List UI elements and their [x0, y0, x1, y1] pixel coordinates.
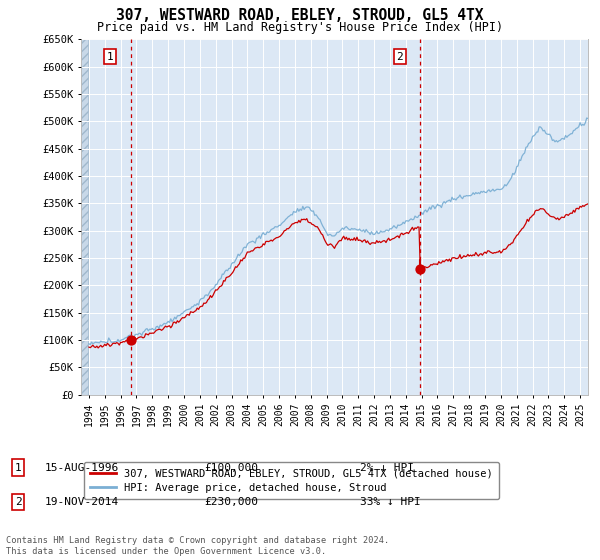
Legend: 307, WESTWARD ROAD, EBLEY, STROUD, GL5 4TX (detached house), HPI: Average price,: 307, WESTWARD ROAD, EBLEY, STROUD, GL5 4… — [83, 462, 499, 499]
Text: 15-AUG-1996: 15-AUG-1996 — [45, 463, 119, 473]
Text: Contains HM Land Registry data © Crown copyright and database right 2024.
This d: Contains HM Land Registry data © Crown c… — [6, 536, 389, 556]
Text: 33% ↓ HPI: 33% ↓ HPI — [360, 497, 421, 507]
Text: £100,000: £100,000 — [204, 463, 258, 473]
Text: 1: 1 — [107, 52, 113, 62]
Text: 19-NOV-2014: 19-NOV-2014 — [45, 497, 119, 507]
Text: 2: 2 — [396, 52, 403, 62]
Point — [126, 335, 136, 344]
Bar — [81, 39, 88, 395]
Point — [415, 264, 425, 273]
Text: 2: 2 — [14, 497, 22, 507]
Text: Price paid vs. HM Land Registry's House Price Index (HPI): Price paid vs. HM Land Registry's House … — [97, 21, 503, 34]
Text: £230,000: £230,000 — [204, 497, 258, 507]
Text: 307, WESTWARD ROAD, EBLEY, STROUD, GL5 4TX: 307, WESTWARD ROAD, EBLEY, STROUD, GL5 4… — [116, 8, 484, 24]
Text: 2% ↓ HPI: 2% ↓ HPI — [360, 463, 414, 473]
Text: 1: 1 — [14, 463, 22, 473]
